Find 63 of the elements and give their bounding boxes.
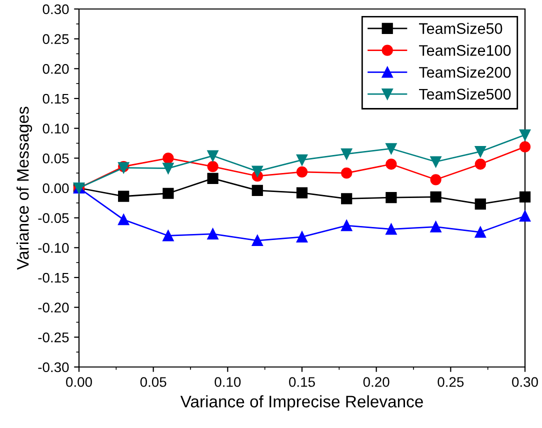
point [162,188,174,199]
point [341,148,352,160]
x-tick-label: 0.05 [140,377,166,387]
point [296,154,308,166]
point [474,198,486,210]
y-tick-label: 0.05 [42,154,69,164]
point [430,191,442,203]
y-tick-label: 0.30 [42,4,69,14]
point [296,187,308,198]
point [207,160,218,172]
point [519,210,531,222]
point [341,168,352,179]
x-tick-label: 0.10 [214,377,241,387]
y-tick-label: -0.25 [38,332,69,342]
point [386,224,397,235]
point [162,162,174,174]
point [162,152,174,164]
point [296,231,308,242]
point [386,143,397,154]
legend-label: TeamSize100 [419,44,511,56]
x-tick-label: 0.20 [363,377,390,387]
y-tick-label: -0.05 [38,213,69,224]
point [207,172,218,184]
point [386,192,397,204]
point [519,141,531,152]
point [162,230,174,242]
point [430,221,442,232]
point [252,234,263,246]
point [341,193,352,204]
x-axis-title: Variance of Imprecise Relevance [180,395,423,411]
y-tick-label: 0.10 [42,124,69,134]
y-tick-label: -0.10 [38,243,69,253]
point [252,166,263,177]
point [430,174,442,186]
y-tick-label: 0.00 [42,183,69,194]
point [207,150,218,162]
point [118,190,130,202]
point [341,220,352,232]
point [519,191,531,203]
x-tick-label: 0.30 [512,377,538,387]
point [474,146,486,158]
point [474,226,486,238]
point [430,156,442,168]
point [519,129,531,140]
legend-label: TeamSize50 [419,22,502,34]
point [296,166,308,178]
x-tick-label: 0.15 [289,377,315,387]
point [474,158,486,170]
x-tick-label: 0.00 [66,377,92,387]
y-tick-label: 0.20 [42,64,69,74]
y-tick-label: 0.15 [42,94,69,104]
point [386,158,397,170]
legend-label: TeamSize500 [419,88,511,100]
y-tick-label: -0.30 [38,362,69,372]
y-tick-label: 0.25 [42,34,69,44]
point [207,228,218,240]
point [252,184,263,196]
legend-label: TeamSize200 [419,66,511,78]
x-tick-label: 0.25 [438,377,464,387]
y-axis-title: Variance of Messages [16,106,32,270]
point [118,214,130,226]
y-tick-label: -0.15 [38,272,69,283]
y-tick-label: -0.20 [38,302,69,313]
